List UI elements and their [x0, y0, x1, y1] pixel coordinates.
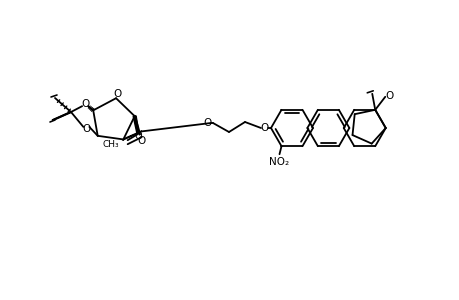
Text: O: O — [203, 118, 212, 128]
Text: O: O — [134, 131, 142, 141]
Text: O: O — [81, 99, 89, 109]
Text: O: O — [384, 91, 392, 101]
Polygon shape — [122, 131, 141, 140]
Polygon shape — [52, 112, 72, 120]
Text: O: O — [137, 136, 146, 146]
Text: O: O — [113, 89, 121, 99]
Text: NO₂: NO₂ — [269, 157, 289, 167]
Text: CH₃: CH₃ — [102, 140, 118, 149]
Polygon shape — [133, 116, 138, 132]
Text: O: O — [82, 124, 90, 134]
Text: O: O — [260, 123, 269, 133]
